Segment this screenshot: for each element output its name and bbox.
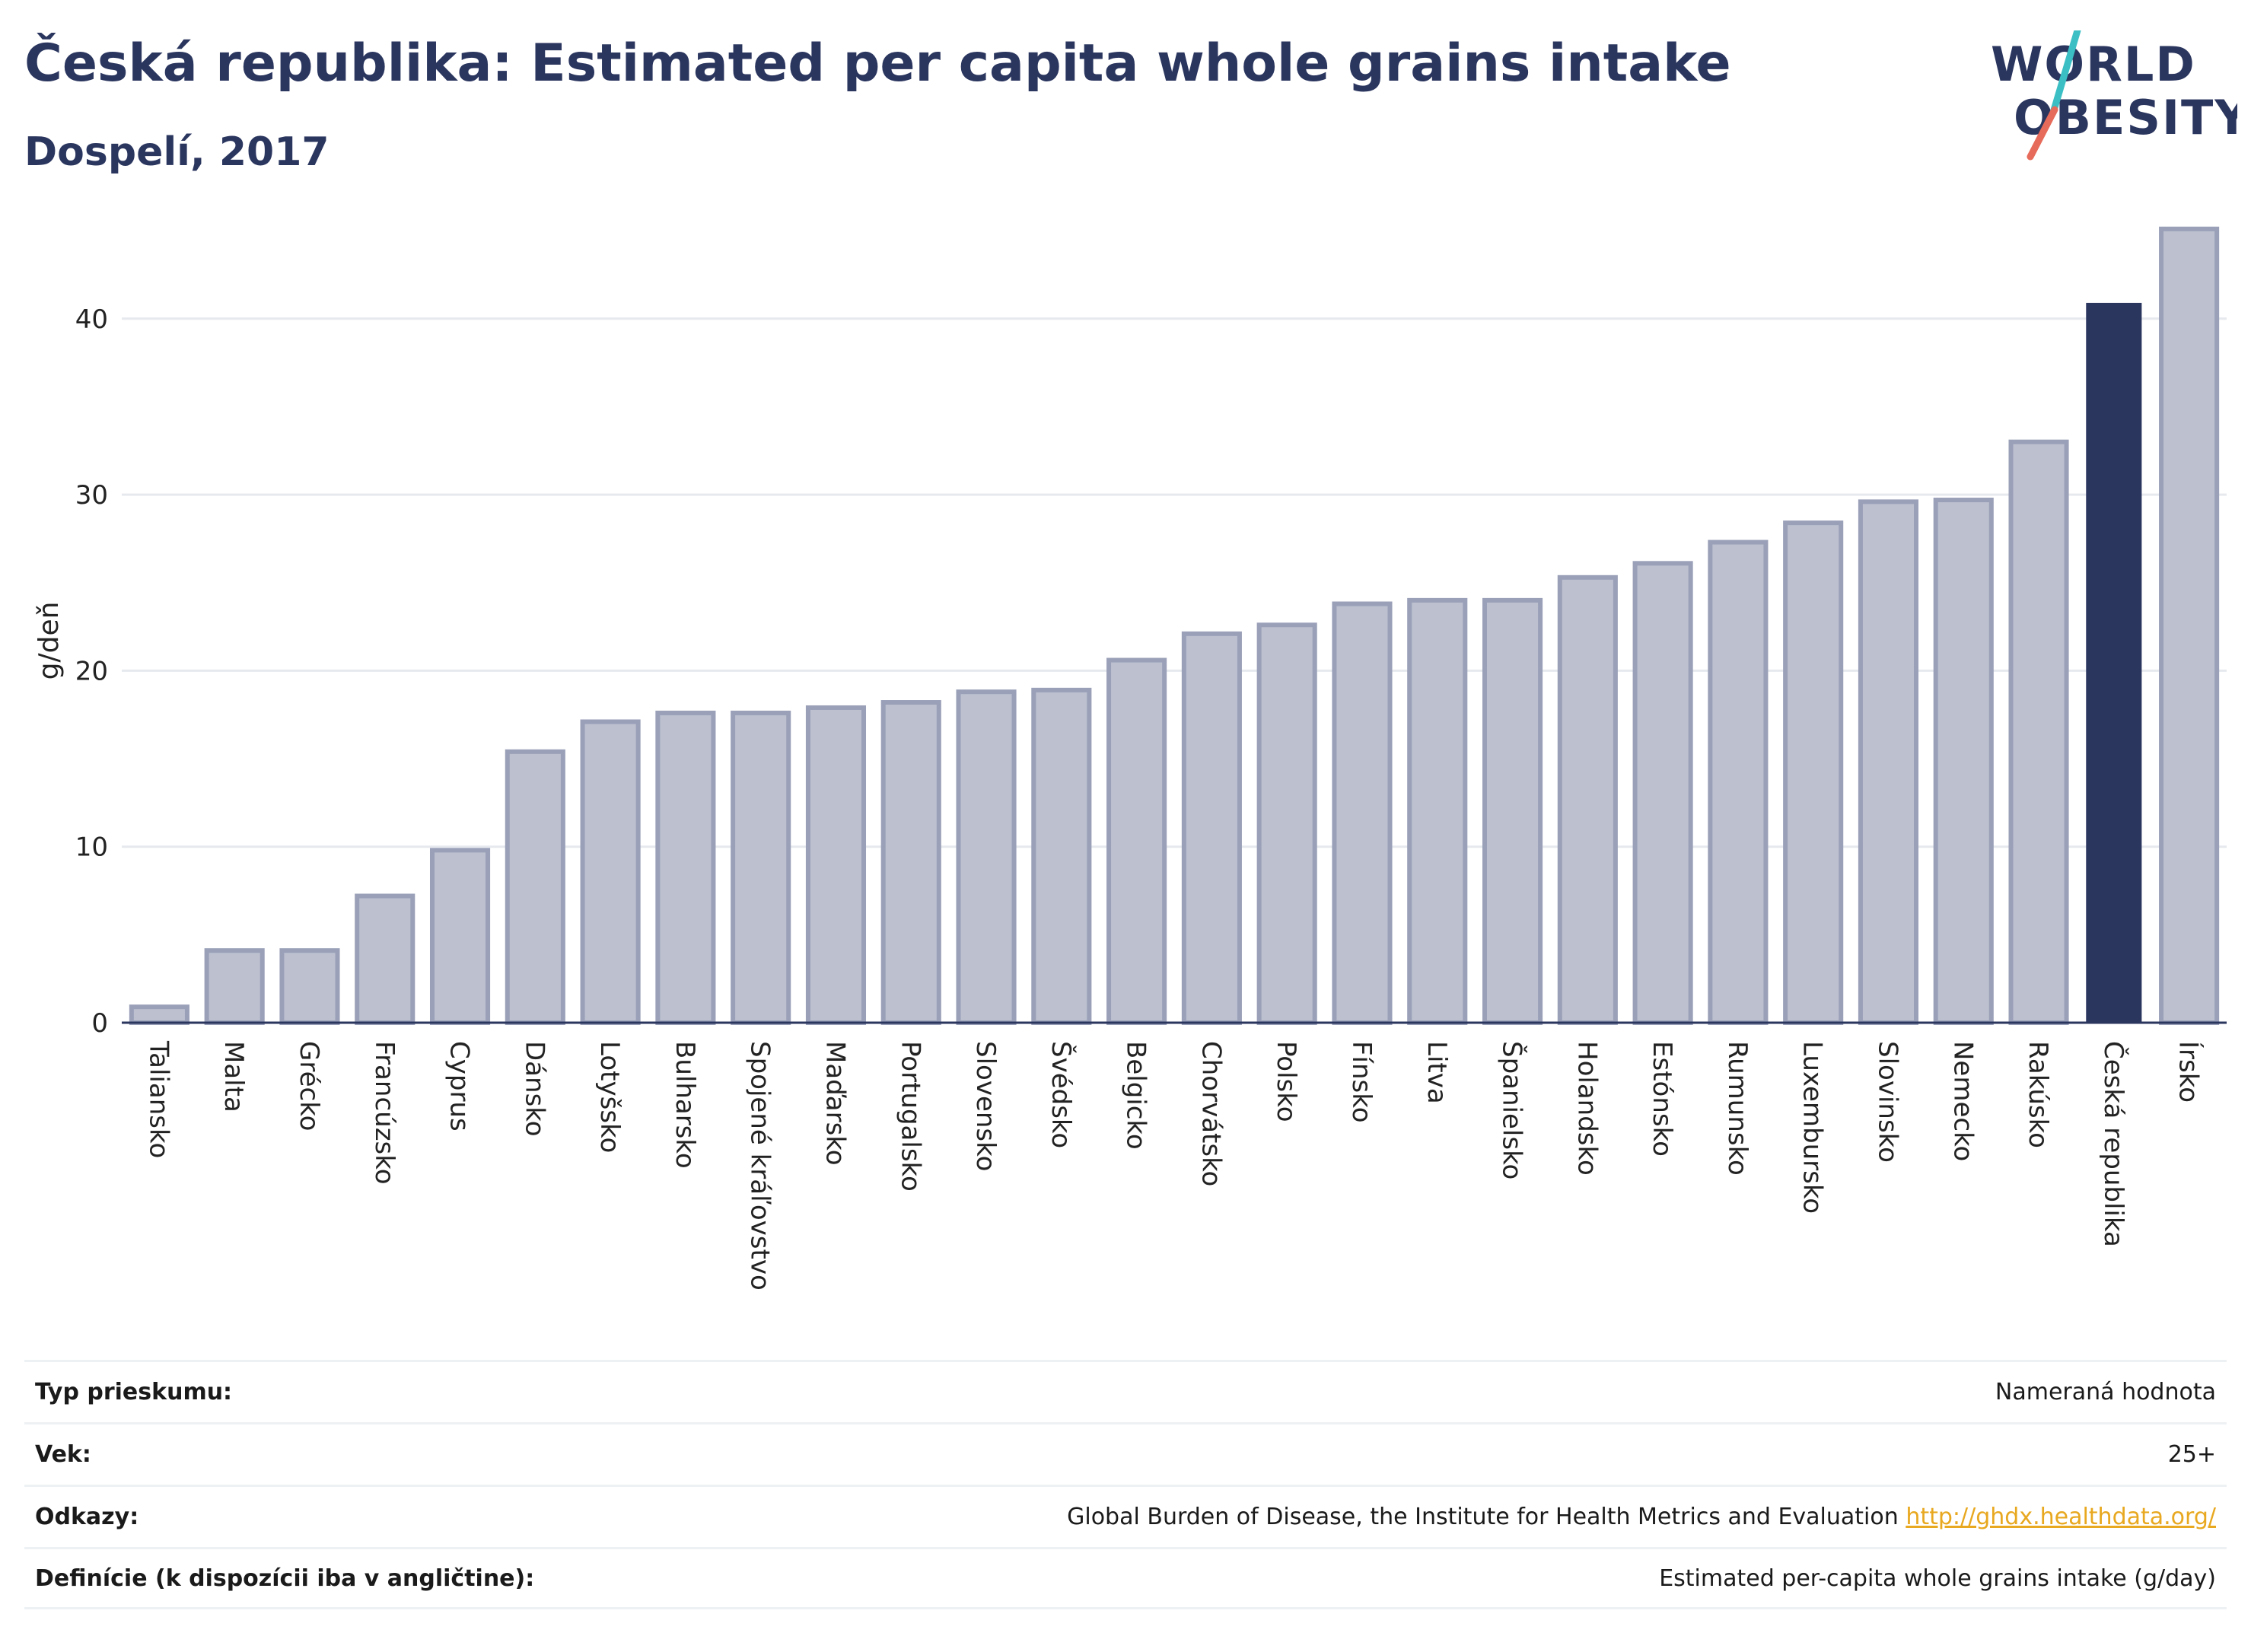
y-tick-label: 30 <box>75 480 108 511</box>
bar <box>1031 687 1092 1025</box>
bar <box>580 719 641 1025</box>
x-tick-label: Francúzsko <box>369 1041 400 1185</box>
x-tick-label: Holandsko <box>1571 1041 1602 1176</box>
bar <box>956 689 1017 1025</box>
logo-slash-coral <box>2027 106 2058 161</box>
bar <box>129 1004 189 1026</box>
x-tick-label: Portugalsko <box>895 1041 925 1192</box>
info-value: Nameraná hodnota <box>1995 1379 2216 1405</box>
bar <box>1632 561 1693 1025</box>
y-tick-label: 10 <box>75 832 108 863</box>
bar <box>805 705 867 1025</box>
x-tick-label: Španielsko <box>1497 1041 1528 1179</box>
bar-chart: 0 10 20 30 40 g/deň Taliansko Malta Grécko Francú… <box>33 226 2227 1291</box>
world-obesity-logo: WORLD OBESITY <box>1991 30 2237 161</box>
x-tick-label: Česká republika <box>2098 1041 2129 1247</box>
bar <box>1181 631 1242 1025</box>
info-value: 25+ <box>2167 1441 2216 1468</box>
bar <box>1407 597 1468 1025</box>
x-tick-label: Írsko <box>2173 1041 2205 1103</box>
bar <box>1708 540 1769 1025</box>
x-tick-label: Taliansko <box>143 1040 174 1158</box>
x-tick-label: Cyprus <box>444 1041 475 1132</box>
x-tick-label: Litva <box>1422 1041 1452 1104</box>
x-tick-label: Chorvátsko <box>1196 1041 1226 1186</box>
y-axis-label: g/deň <box>33 602 65 680</box>
y-tick-label: 0 <box>91 1008 108 1039</box>
chart-title: Česká republika: Estimated per capita wh… <box>24 33 1731 94</box>
bar <box>1106 657 1167 1026</box>
x-tick-label: Maďarsko <box>820 1041 850 1166</box>
logo-word-world: WORLD <box>1991 37 2196 92</box>
chart-subtitle: Dospelí, 2017 <box>24 129 330 175</box>
bar <box>505 749 565 1026</box>
info-value: Estimated per-capita whole grains intake… <box>1659 1564 2216 1592</box>
bar <box>880 700 941 1025</box>
info-value: Global Burden of Disease, the Institute … <box>1067 1504 1899 1530</box>
x-tick-label: Lotyšsko <box>594 1041 625 1153</box>
y-tick-label: 20 <box>75 656 108 686</box>
x-tick-label: Bulharsko <box>670 1041 700 1169</box>
bar <box>731 710 791 1025</box>
bar <box>1482 597 1543 1025</box>
bar <box>2008 439 2069 1025</box>
x-tick-label: Fínsko <box>1346 1041 1377 1123</box>
logo-slash-teal <box>2049 30 2081 116</box>
x-tick-label: Slovinsko <box>1872 1041 1902 1163</box>
x-tick-label: Estónsko <box>1647 1041 1677 1157</box>
info-row-definition: Definície (k dispozícii iba v angličtine… <box>24 1547 2227 1609</box>
x-tick-label: Rakúsko <box>2023 1041 2053 1148</box>
bar <box>204 948 265 1025</box>
info-label: Odkazy: <box>35 1504 139 1530</box>
bar <box>279 948 340 1025</box>
bar <box>1557 575 1618 1025</box>
info-label: Definície (k dispozícii iba v angličtine… <box>35 1564 535 1592</box>
x-tick-label: Švédsko <box>1046 1041 1077 1148</box>
x-tick-label: Spojené kráľovstvo <box>745 1041 775 1291</box>
bar <box>1783 520 1844 1025</box>
bar <box>2086 302 2142 1023</box>
x-tick-label: Slovensko <box>970 1041 1001 1171</box>
info-label: Vek: <box>35 1441 91 1468</box>
source-link[interactable]: http://ghdx.healthdata.org/ <box>1906 1504 2216 1530</box>
bar <box>655 710 716 1025</box>
x-tick-label: Dánsko <box>519 1041 549 1137</box>
x-tick-label: Rumunsko <box>1722 1041 1753 1176</box>
info-row-references: Odkazy: Global Burden of Disease, the In… <box>24 1485 2227 1547</box>
x-tick-label: Luxembursko <box>1797 1041 1828 1214</box>
x-tick-label: Polsko <box>1271 1041 1301 1122</box>
y-tick-label: 40 <box>75 304 108 335</box>
bar <box>2159 226 2220 1025</box>
info-row-age: Vek: 25+ <box>24 1422 2227 1485</box>
bar <box>429 848 491 1026</box>
info-value-group: Global Burden of Disease, the Institute … <box>1067 1504 2216 1530</box>
info-label: Typ prieskumu: <box>35 1379 233 1405</box>
x-tick-label: Malta <box>218 1041 249 1112</box>
bar <box>1858 499 1919 1025</box>
bar <box>1256 622 1317 1025</box>
x-tick-label: Belgicko <box>1121 1041 1151 1150</box>
bar <box>1332 601 1393 1025</box>
info-row-survey-type: Typ prieskumu: Nameraná hodnota <box>24 1360 2227 1422</box>
bar <box>1933 498 1994 1025</box>
bar <box>355 893 415 1025</box>
x-tick-label: Nemecko <box>1947 1041 1978 1161</box>
x-tick-label: Grécko <box>294 1041 324 1131</box>
info-table: Typ prieskumu: Nameraná hodnota Vek: 25+… <box>24 1360 2227 1609</box>
